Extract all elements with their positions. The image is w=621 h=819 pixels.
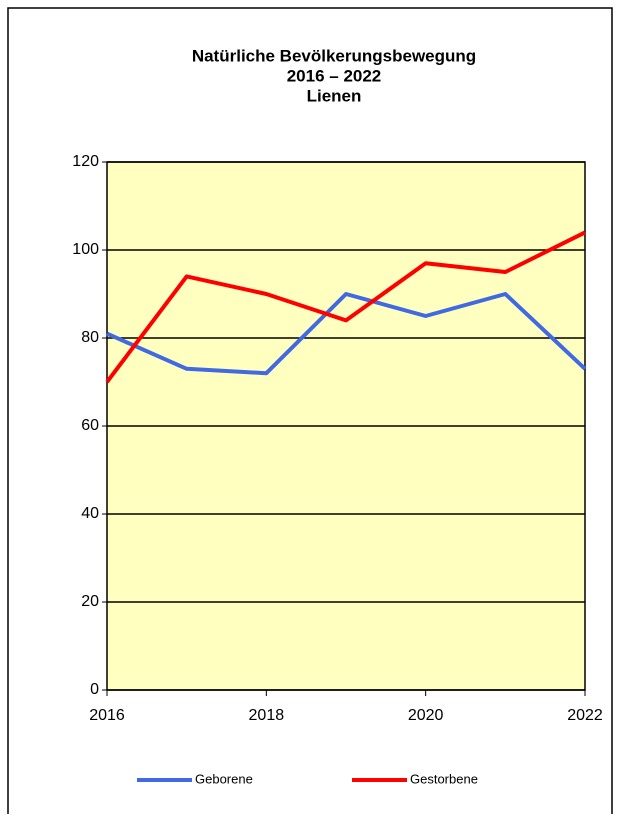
y-tick-label: 0 xyxy=(90,681,99,698)
y-tick-label: 20 xyxy=(81,593,99,610)
chart-title: Natürliche Bevölkerungsbewegung xyxy=(192,46,476,65)
legend-label: Gestorbene xyxy=(410,771,478,786)
x-tick-label: 2022 xyxy=(567,707,603,724)
series-line xyxy=(105,230,586,384)
y-tick-label: 80 xyxy=(81,329,99,346)
y-tick-label: 120 xyxy=(72,153,99,170)
y-tick-label: 100 xyxy=(72,241,99,258)
x-tick-label: 2016 xyxy=(89,707,125,724)
x-tick-label: 2018 xyxy=(249,707,285,724)
series-line xyxy=(106,292,587,376)
y-tick-label: 60 xyxy=(81,417,99,434)
x-tick-label: 2020 xyxy=(408,707,444,724)
legend-label: Geborene xyxy=(195,771,253,786)
chart-title: 2016 – 2022 xyxy=(287,66,382,85)
y-tick-label: 40 xyxy=(81,505,99,522)
chart-title: Lienen xyxy=(307,86,362,105)
